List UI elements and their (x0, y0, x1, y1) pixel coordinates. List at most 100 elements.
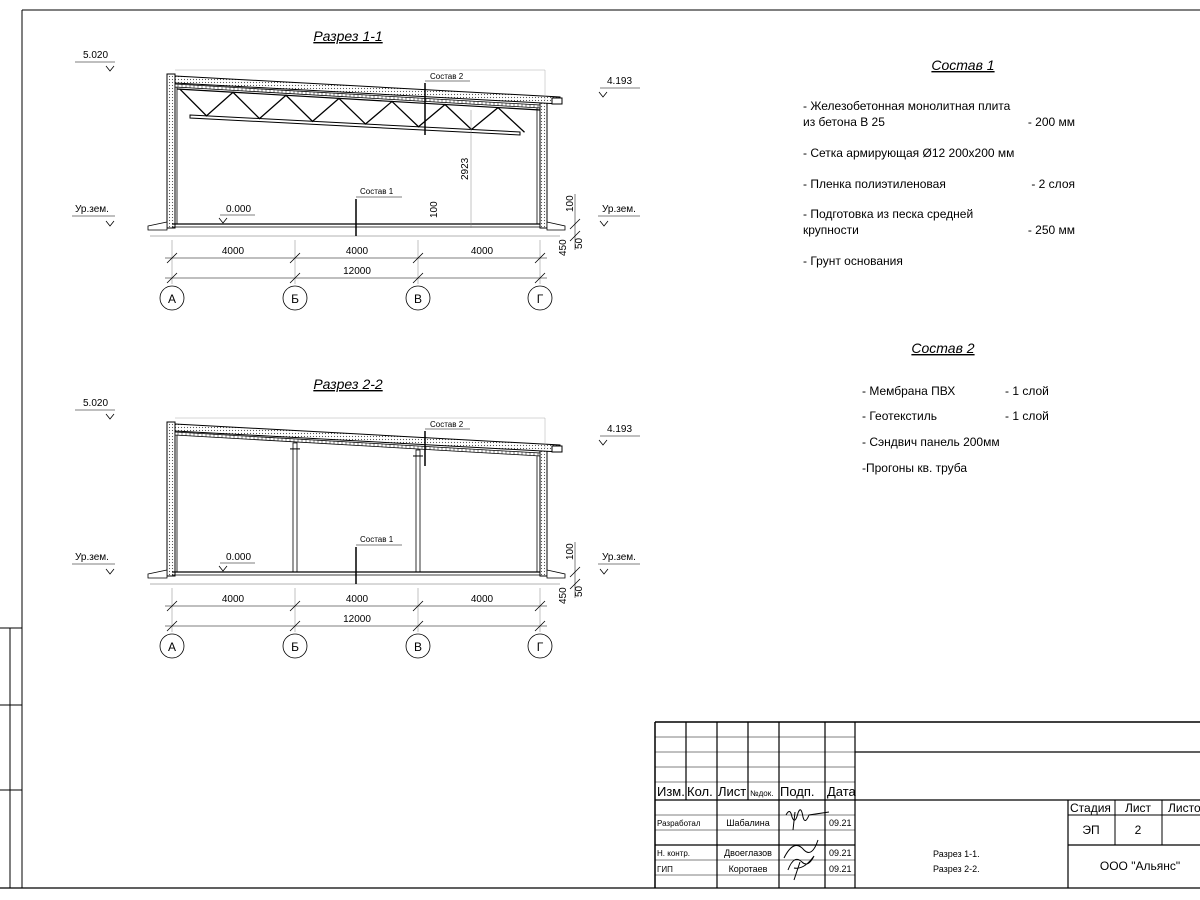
height-dimension: 2923 (460, 157, 471, 180)
tb-header: Подп. (780, 784, 815, 799)
axis-label: Г (537, 292, 544, 306)
tb-stage: ЭП (1082, 823, 1099, 837)
floor-dimension: 100 (429, 201, 440, 218)
dimension-tick (289, 600, 301, 612)
axis-label: В (414, 292, 422, 306)
tb-sheet-header: Лист (1125, 801, 1152, 815)
tb-sheet-title: Разрез 2-2. (933, 864, 980, 874)
left-wall (166, 73, 176, 229)
tb-role: Разработал (657, 819, 701, 828)
dimension-tick (412, 600, 424, 612)
interior-column (292, 442, 298, 573)
sostav-2-title: Состав 2 (911, 340, 974, 356)
sostav-1-title: Состав 1 (931, 57, 994, 73)
tb-name: Двоеглазов (724, 848, 772, 858)
right-dimension: 50 (574, 585, 585, 597)
right-wall (539, 450, 548, 577)
right-dimension: 100 (565, 195, 576, 212)
interior-column (415, 449, 421, 573)
axis-label: В (414, 640, 422, 654)
spec-item: - Грунт основания (803, 254, 903, 268)
elevation-top-right: 4.193 (607, 424, 632, 435)
tb-date: 09.21 (829, 848, 852, 858)
dimension-tick (534, 600, 546, 612)
dimension-tick (569, 566, 581, 578)
tb-header: №док. (750, 789, 773, 798)
spec-item-value: - 1 слой (1005, 384, 1049, 398)
tb-header: Лист (718, 784, 746, 799)
spec-item-value: - 250 мм (1028, 223, 1075, 237)
truss-bottom-chord (189, 114, 521, 136)
dimension-tick (166, 252, 178, 264)
tb-sheets-header: Листо (1168, 801, 1200, 815)
tb-role: ГИП (657, 865, 673, 874)
sostav-1-label: Состав 1 (360, 535, 394, 544)
roof-edge (551, 97, 563, 105)
section-title: Разрез 1-1 (313, 28, 382, 44)
tb-date: 09.21 (829, 864, 852, 874)
dimension-tick (569, 218, 581, 230)
axis-bubble (159, 633, 185, 659)
axis-bubble (282, 633, 308, 659)
sostav-2-label: Состав 2 (430, 72, 464, 81)
right-dimension: 450 (558, 587, 569, 604)
span-dimension: 4000 (222, 246, 245, 257)
sostav-2-label: Состав 2 (430, 420, 464, 429)
axis-bubble (527, 633, 553, 659)
spec-item: - Железобетонная монолитная плита (803, 99, 1011, 113)
right-blind-area (546, 569, 566, 579)
tb-header: Изм. (657, 784, 685, 799)
dimension-tick (166, 620, 178, 632)
dimension-tick (412, 620, 424, 632)
axis-label: Г (537, 640, 544, 654)
tb-date: 09.21 (829, 818, 852, 828)
spec-item: - Геотекстиль (862, 409, 937, 423)
truss-web (179, 88, 525, 133)
axis-bubble (159, 285, 185, 311)
span-dimension: 4000 (471, 246, 494, 257)
tb-header: Дата (827, 784, 857, 799)
dimension-tick (289, 620, 301, 632)
left-blind-area (147, 221, 168, 231)
dimension-tick (289, 272, 301, 284)
truss-top-chord (176, 88, 541, 111)
dimension-tick (412, 252, 424, 264)
elevation-marker-icon (105, 568, 115, 575)
signature (785, 809, 830, 831)
dimension-tick (534, 620, 546, 632)
elevation-marker-icon (105, 220, 115, 227)
axis-label: А (168, 640, 176, 654)
dimension-tick (569, 230, 581, 242)
spec-item-value: - 2 слоя (1031, 177, 1075, 191)
right-dimension: 450 (558, 239, 569, 256)
dimension-tick (534, 252, 546, 264)
sostav-1-label: Состав 1 (360, 187, 394, 196)
right-dimension: 100 (565, 543, 576, 560)
right-dimension: 50 (574, 237, 585, 249)
right-blind-area (546, 221, 566, 231)
span-dimension: 4000 (346, 594, 369, 605)
right-wall (539, 102, 548, 229)
axis-label: Б (291, 640, 299, 654)
spec-item: - Сетка армирующая Ø12 200х200 мм (803, 146, 1014, 160)
sostav-1-spec: Состав 1 - Железобетонная монолитная плит… (803, 57, 1075, 268)
elevation-top-right: 4.193 (607, 76, 632, 87)
dimension-tick (534, 272, 546, 284)
elevation-marker-icon (598, 439, 608, 446)
elevation-marker-icon (218, 565, 228, 572)
tb-stage-header: Стадия (1070, 801, 1111, 815)
roof-edge (551, 445, 563, 453)
section-2-2: Разрез 2-2 5.020 4.193 Состав 2 Состав 1 0.00… (72, 376, 640, 659)
tb-header: Кол. (687, 784, 713, 799)
total-dimension: 12000 (343, 266, 371, 277)
dimension-tick (166, 600, 178, 612)
elevation-top-left: 5.020 (83, 50, 108, 61)
tb-sheet-number: 2 (1135, 823, 1142, 837)
spec-item: - Подготовка из песка средней (803, 207, 973, 221)
spec-item: - Мембрана ПВХ (862, 384, 955, 398)
spec-item: крупности (803, 223, 859, 237)
span-dimension: 4000 (471, 594, 494, 605)
elevation-marker-icon (105, 65, 115, 72)
spec-item: - Сэндвич панель 200мм (862, 435, 1000, 449)
